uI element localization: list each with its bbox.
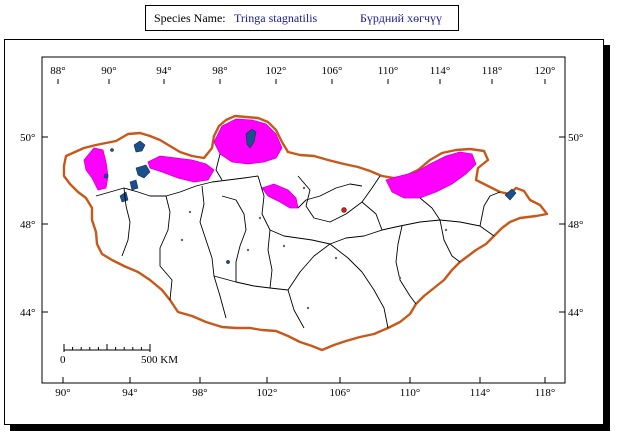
admin-line bbox=[215, 153, 223, 181]
admin-line bbox=[297, 183, 363, 209]
right-lat-label: 50° bbox=[568, 132, 583, 144]
bottom-lon-label: 118° bbox=[535, 387, 556, 399]
admin-line bbox=[257, 175, 331, 245]
admin-line bbox=[479, 191, 501, 227]
top-lon-label: 94° bbox=[156, 65, 171, 77]
right-lat-label: 48° bbox=[568, 219, 583, 231]
scale-end-label: 500 KM bbox=[141, 354, 178, 366]
admin-line bbox=[267, 229, 273, 289]
lake bbox=[504, 188, 517, 201]
bottom-lon-label: 94° bbox=[122, 387, 137, 399]
lake bbox=[133, 140, 146, 153]
admin-line bbox=[287, 289, 305, 329]
range-area-west bbox=[83, 147, 109, 191]
admin-line bbox=[95, 175, 259, 197]
lake bbox=[226, 260, 230, 264]
bottom-lon-label: 106° bbox=[330, 387, 351, 399]
scale-start-label: 0 bbox=[60, 354, 66, 366]
top-lon-label: 102° bbox=[266, 65, 287, 77]
admin-line bbox=[395, 225, 417, 305]
left-lat-label: 48° bbox=[20, 219, 35, 231]
range-area-east bbox=[385, 151, 477, 199]
lake bbox=[119, 191, 129, 203]
capital-marker bbox=[341, 207, 347, 213]
top-ticks bbox=[57, 79, 546, 84]
species-label: Species Name: bbox=[154, 11, 226, 25]
settlement-point bbox=[188, 210, 192, 214]
settlement-point bbox=[334, 256, 338, 260]
lake bbox=[135, 164, 151, 179]
species-title-box: Species Name: Tringa stagnatilis Бүрдний… bbox=[145, 5, 459, 31]
admin-line bbox=[213, 275, 289, 291]
left-lat-label: 44° bbox=[20, 307, 35, 319]
bottom-lon-label: 102° bbox=[257, 387, 278, 399]
top-lon-label: 118° bbox=[482, 65, 503, 77]
admin-line bbox=[419, 197, 441, 221]
scale-bar bbox=[63, 344, 151, 352]
admin-line bbox=[199, 185, 227, 319]
admin-line bbox=[159, 195, 173, 301]
top-lon-label: 90° bbox=[101, 65, 116, 77]
admin-line bbox=[361, 201, 383, 231]
lake bbox=[103, 173, 109, 179]
settlement-point bbox=[306, 306, 310, 310]
top-lon-label: 106° bbox=[322, 65, 343, 77]
top-lon-label: 98° bbox=[212, 65, 227, 77]
left-lat-label: 50° bbox=[20, 132, 35, 144]
settlement-point bbox=[398, 276, 402, 280]
settlement-point bbox=[444, 228, 448, 232]
bottom-lon-label: 90° bbox=[55, 387, 70, 399]
bottom-lon-label: 114° bbox=[470, 387, 491, 399]
settlement-point bbox=[302, 186, 306, 190]
lake bbox=[110, 148, 114, 152]
admin-boundaries bbox=[95, 153, 501, 329]
range-area-khuvsgul-west bbox=[147, 155, 215, 183]
bottom-lon-label: 110° bbox=[400, 387, 421, 399]
species-local-name: Бүрдний хөгчүү bbox=[360, 11, 443, 25]
settlement-point bbox=[246, 248, 250, 252]
settlement-point bbox=[282, 244, 286, 248]
admin-line bbox=[221, 195, 247, 282]
bottom-ticks bbox=[62, 377, 546, 383]
bottom-lon-label: 98° bbox=[192, 387, 207, 399]
top-lon-label: 120° bbox=[535, 65, 556, 77]
settlements bbox=[180, 186, 448, 310]
lakes bbox=[103, 128, 517, 264]
admin-line bbox=[329, 243, 389, 329]
side-ticks bbox=[42, 136, 565, 313]
top-lon-label: 110° bbox=[378, 65, 399, 77]
lake bbox=[129, 179, 139, 191]
species-scientific-name: Tringa stagnatilis bbox=[234, 11, 318, 25]
settlement-point bbox=[258, 216, 262, 220]
admin-line bbox=[121, 187, 131, 257]
admin-line bbox=[439, 219, 461, 263]
right-lat-label: 44° bbox=[568, 307, 583, 319]
top-lon-label: 88° bbox=[50, 65, 65, 77]
admin-line bbox=[297, 175, 381, 223]
settlement-point bbox=[180, 238, 184, 242]
map-neatline bbox=[41, 56, 566, 384]
lake bbox=[245, 128, 257, 149]
top-lon-label: 114° bbox=[430, 65, 451, 77]
